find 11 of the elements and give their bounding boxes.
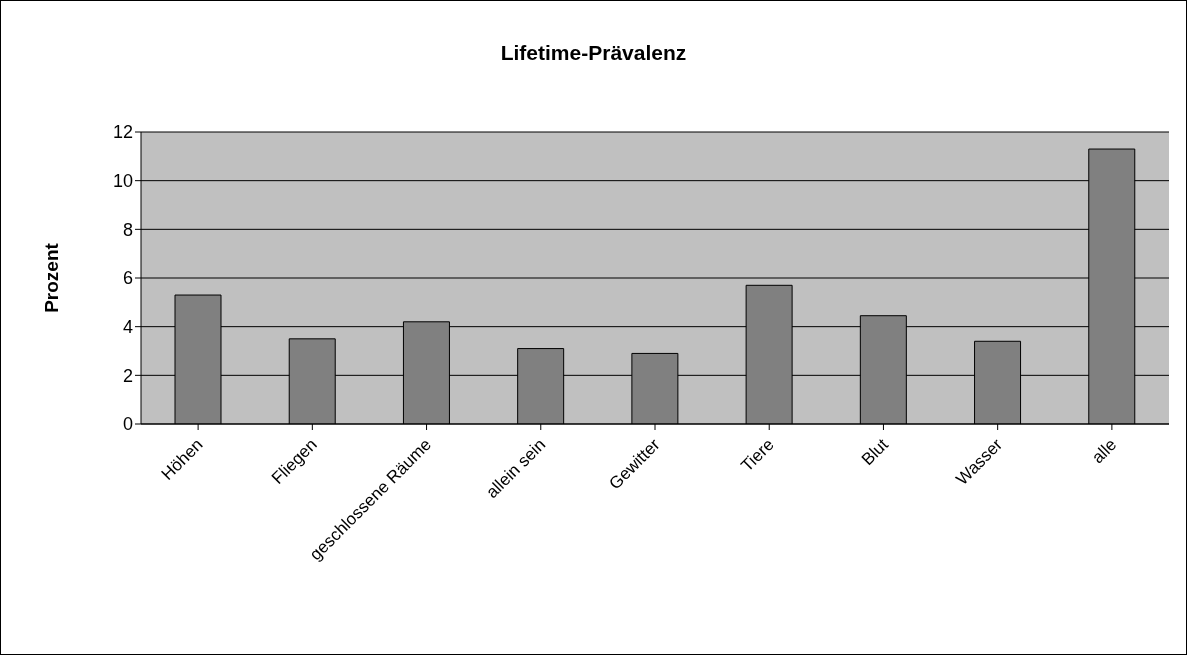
y-tick-label: 2 (122, 365, 133, 386)
y-tick-label: 4 (122, 317, 133, 338)
y-axis-title: Prozent (40, 242, 62, 313)
y-tick-label: 8 (122, 219, 133, 240)
x-tick-label: Blut (857, 434, 893, 470)
x-tick-label: alle (1088, 435, 1121, 468)
y-tick-label: 10 (112, 171, 133, 192)
y-tick-label: 0 (122, 414, 133, 435)
y-tick-label: 6 (122, 268, 133, 289)
y-tick-label: 12 (112, 122, 133, 143)
chart-title: Lifetime-Prävalenz (499, 41, 688, 65)
